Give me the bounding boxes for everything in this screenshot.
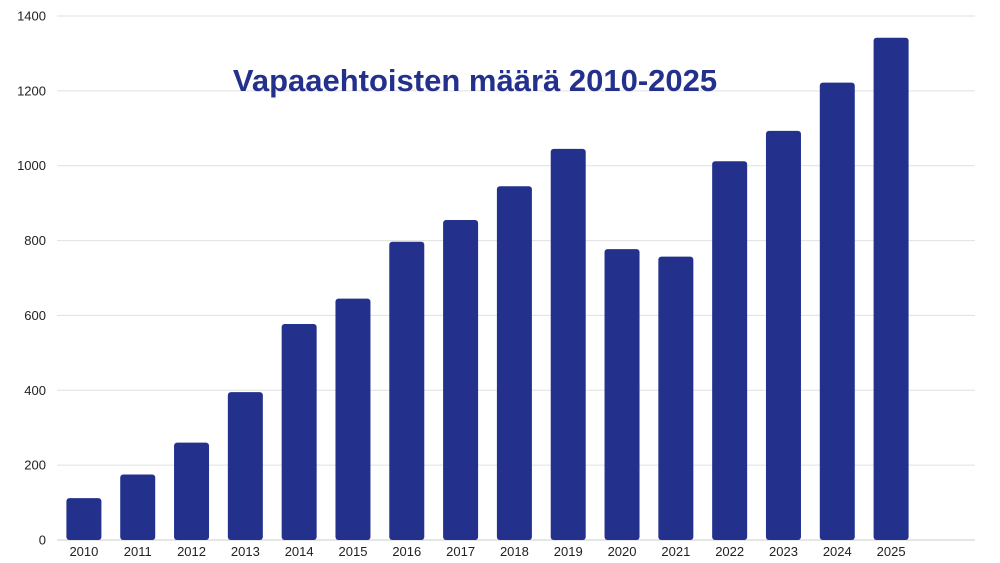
y-tick-label: 1000 <box>17 158 46 173</box>
y-tick-label: 200 <box>24 458 46 473</box>
bar-2023 <box>765 130 801 541</box>
bar-2021 <box>658 256 694 540</box>
bar-2017 <box>443 219 479 540</box>
x-tick-label: 2019 <box>554 544 583 559</box>
y-tick-label: 1400 <box>17 9 46 24</box>
bar-2015 <box>335 298 371 540</box>
x-tick-label: 2021 <box>661 544 690 559</box>
y-tick-label: 800 <box>24 233 46 248</box>
bars <box>66 37 909 541</box>
x-tick-label: 2025 <box>877 544 906 559</box>
x-tick-label: 2015 <box>339 544 368 559</box>
bar-2024 <box>819 82 855 540</box>
x-tick-label: 2016 <box>392 544 421 559</box>
y-tick-label: 600 <box>24 308 46 323</box>
y-tick-label: 0 <box>39 533 46 548</box>
bar-2010 <box>66 498 102 540</box>
x-axis-ticks: 2010 2011 2012 2013 2014 2015 2016 2017 2018 2019… <box>69 544 905 559</box>
bar-2025 <box>873 37 909 541</box>
x-tick-label: 2020 <box>608 544 637 559</box>
x-tick-label: 2024 <box>823 544 852 559</box>
bar-2013 <box>227 392 263 540</box>
x-tick-label: 2013 <box>231 544 260 559</box>
bar-2020 <box>604 249 640 540</box>
bar-2018 <box>496 186 532 541</box>
x-tick-label: 2010 <box>69 544 98 559</box>
bar-2016 <box>389 241 425 541</box>
bar-2014 <box>281 324 317 540</box>
x-tick-label: 2023 <box>769 544 798 559</box>
x-tick-label: 2017 <box>446 544 475 559</box>
x-tick-label: 2014 <box>285 544 314 559</box>
bar-2022 <box>712 161 748 541</box>
bar-2011 <box>120 474 156 540</box>
x-tick-label: 2018 <box>500 544 529 559</box>
bar-2019 <box>550 148 586 540</box>
x-tick-label: 2012 <box>177 544 206 559</box>
x-tick-label: 2011 <box>124 544 152 559</box>
chart-title: Vapaaehtoisten määrä 2010-2025 <box>233 63 717 98</box>
y-tick-label: 400 <box>24 383 46 398</box>
x-tick-label: 2022 <box>715 544 744 559</box>
y-axis-ticks: 0 200 400 600 800 1000 1200 1400 <box>17 9 46 548</box>
y-tick-label: 1200 <box>17 83 46 98</box>
bar-2012 <box>174 442 210 540</box>
